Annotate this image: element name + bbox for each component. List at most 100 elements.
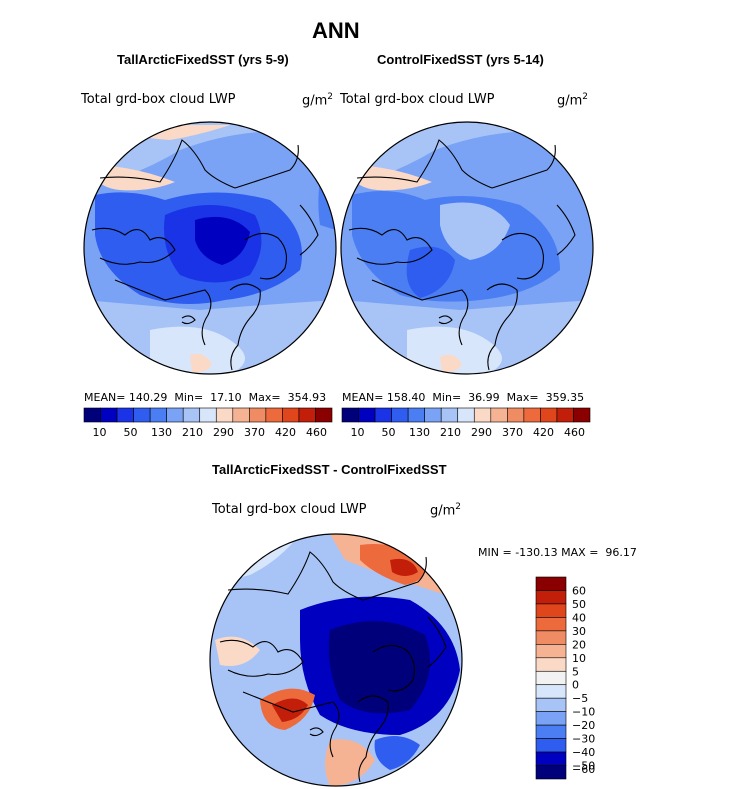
panel3-max-label: MAX =	[561, 546, 599, 559]
panel2-colorbar-tick-label: 370	[502, 426, 523, 439]
panel3-coast-alaska	[362, 556, 427, 601]
panel3-map	[209, 533, 463, 787]
panel2-colorbar-swatch-6	[440, 407, 459, 423]
panel3-colorbar-tick-label: −50	[572, 760, 595, 773]
panel1-coast-europe	[114, 279, 212, 346]
panel3-stats: MIN = -130.13 MAX = 96.17	[478, 546, 637, 559]
panel3-coast-canada	[372, 644, 415, 692]
panel2-mean-label: MEAN=	[342, 391, 384, 404]
panel1-colorbar: 10 50 130 210 290 370 420 460	[83, 407, 333, 439]
panel1-colorbar-tick-label: 290	[213, 426, 234, 439]
panel1-coast-greenland	[229, 283, 261, 371]
panel1-min-label: Min=	[174, 391, 204, 404]
panel1-colorbar-swatch-8	[215, 407, 234, 423]
panel2-colorbar-swatch-5	[424, 407, 442, 423]
panel3-colorbar-tick-label: 60	[572, 584, 586, 597]
panel1-mean-label: MEAN=	[84, 391, 126, 404]
panel2-units-base: g/m	[557, 93, 583, 109]
panel1-units-base: g/m	[302, 93, 328, 109]
panel1-stats: MEAN= 140.29 Min= 17.10 Max= 354.93	[84, 391, 326, 404]
panel3-coast-russia	[219, 639, 304, 677]
panel3-max-value: 96.17	[605, 546, 637, 559]
panel1-colorbar-swatch-7	[199, 407, 217, 423]
panel3-min-label: MIN =	[478, 546, 512, 559]
panel3-colorbar-tick-label: 30	[572, 625, 586, 638]
panel3-colorbar-swatch-3	[535, 617, 567, 632]
panel3-coast-asia	[227, 551, 364, 601]
panel3-colorbar-tick-label: 0	[572, 679, 579, 692]
panel2-colorbar-swatch-2	[374, 407, 392, 423]
panel1-map-outline	[83, 121, 337, 375]
panel2-max-value: 359.35	[545, 391, 585, 404]
panel3-coast-canada-east	[427, 616, 447, 668]
panel2-mean-value: 158.40	[386, 391, 426, 404]
panel1-colorbar-swatch-1	[100, 407, 118, 423]
panel3-region-s-warm	[325, 739, 375, 786]
panel2-units-exp: 2	[582, 92, 589, 102]
panel3-colorbar-tick-label: 5	[572, 665, 579, 678]
panel3-region-core	[328, 621, 430, 714]
panel1-max-value: 354.93	[287, 391, 327, 404]
panel3-colorbar-swatch-8	[535, 684, 567, 699]
panel3-colorbar-swatch-4	[535, 630, 567, 645]
panel2-colorbar-tick-label: 290	[471, 426, 492, 439]
panel3-region-s-blue	[374, 736, 420, 770]
panel1-colorbar-tick-label: 130	[151, 426, 172, 439]
panel3-colorbar-tick-label: −5	[572, 692, 588, 705]
panel3-coast-europe	[242, 691, 340, 758]
panel1-colorbar-swatch-5	[166, 407, 184, 423]
panel1-coastlines	[91, 139, 319, 371]
panel3-colorbar-tick-label: 10	[572, 652, 586, 665]
panel3-variable-label: Total grd-box cloud LWP	[212, 502, 367, 517]
panel2-colorbar-tick-label: 210	[440, 426, 461, 439]
panel3-colorbar-tick-label: −60	[572, 763, 595, 776]
panel2-map-outline	[340, 121, 594, 375]
panel1-colorbar-swatch-10	[249, 407, 267, 423]
panel1-region-s-light	[150, 326, 245, 374]
panel2-units: g/m2	[557, 92, 588, 108]
panel2-max-label: Max=	[506, 391, 539, 404]
panel2-colorbar-tick-label: 420	[533, 426, 554, 439]
panel2-colorbar-swatch-7	[457, 407, 475, 423]
panel2-colorbar-tick-label: 50	[382, 426, 396, 439]
panel1-coast-canada	[244, 232, 287, 280]
panel2-colorbar-tick-label: 130	[409, 426, 430, 439]
panel2-colorbar-tick-label: 10	[351, 426, 365, 439]
panel2-colorbar-swatch-0	[341, 407, 359, 423]
panel3-colorbar-tick-label: −40	[572, 746, 595, 759]
panel1-colorbar-tick-label: 370	[244, 426, 265, 439]
panel2-colorbar-swatch-1	[358, 407, 376, 423]
panel2-colorbar-swatch-13	[556, 407, 574, 423]
panel2-colorbar-swatch-14	[573, 407, 591, 423]
panel2-coast-russia	[348, 227, 433, 265]
panel2-region-s-warm	[440, 354, 462, 373]
panel1-colorbar-tick-label: 50	[124, 426, 138, 439]
panel3-colorbar-swatch-9	[535, 697, 567, 712]
panel1-variable-label: Total grd-box cloud LWP	[81, 92, 236, 107]
panel2-coast-canada-east	[556, 204, 576, 256]
panel2-coast-asia	[356, 139, 493, 189]
panel1-coast-russia	[91, 227, 176, 265]
panel2-coast-greenland	[486, 283, 518, 371]
panel3-colorbar-tick-label: 50	[572, 598, 586, 611]
panel2-coast-iceland	[438, 315, 453, 325]
panel2-map	[340, 121, 594, 375]
panel2-region-s-light	[407, 326, 502, 374]
panel3-colorbar-tick-label: −20	[572, 719, 595, 732]
panel2-coastlines	[348, 139, 576, 371]
panel3-colorbar-swatch-6	[535, 657, 567, 672]
panel2-field	[341, 122, 593, 374]
panel3-colorbar-swatch-12	[535, 738, 567, 753]
panel3-colorbar-tick-label: −10	[572, 706, 595, 719]
panel2-subtitle: ControlFixedSST (yrs 5-14)	[377, 52, 544, 67]
panel1-region-s-warm	[190, 353, 212, 373]
panel1-colorbar-tick-label: 10	[93, 426, 107, 439]
panel3-colorbar-swatch-14	[535, 765, 567, 780]
panel3-colorbar-tick-label: 40	[572, 611, 586, 624]
panel1-mean-value: 140.29	[128, 391, 168, 404]
panel1-colorbar-tick-label: 210	[182, 426, 203, 439]
panel1-colorbar-swatch-14	[315, 407, 333, 423]
panel1-colorbar-swatch-13	[298, 407, 316, 423]
